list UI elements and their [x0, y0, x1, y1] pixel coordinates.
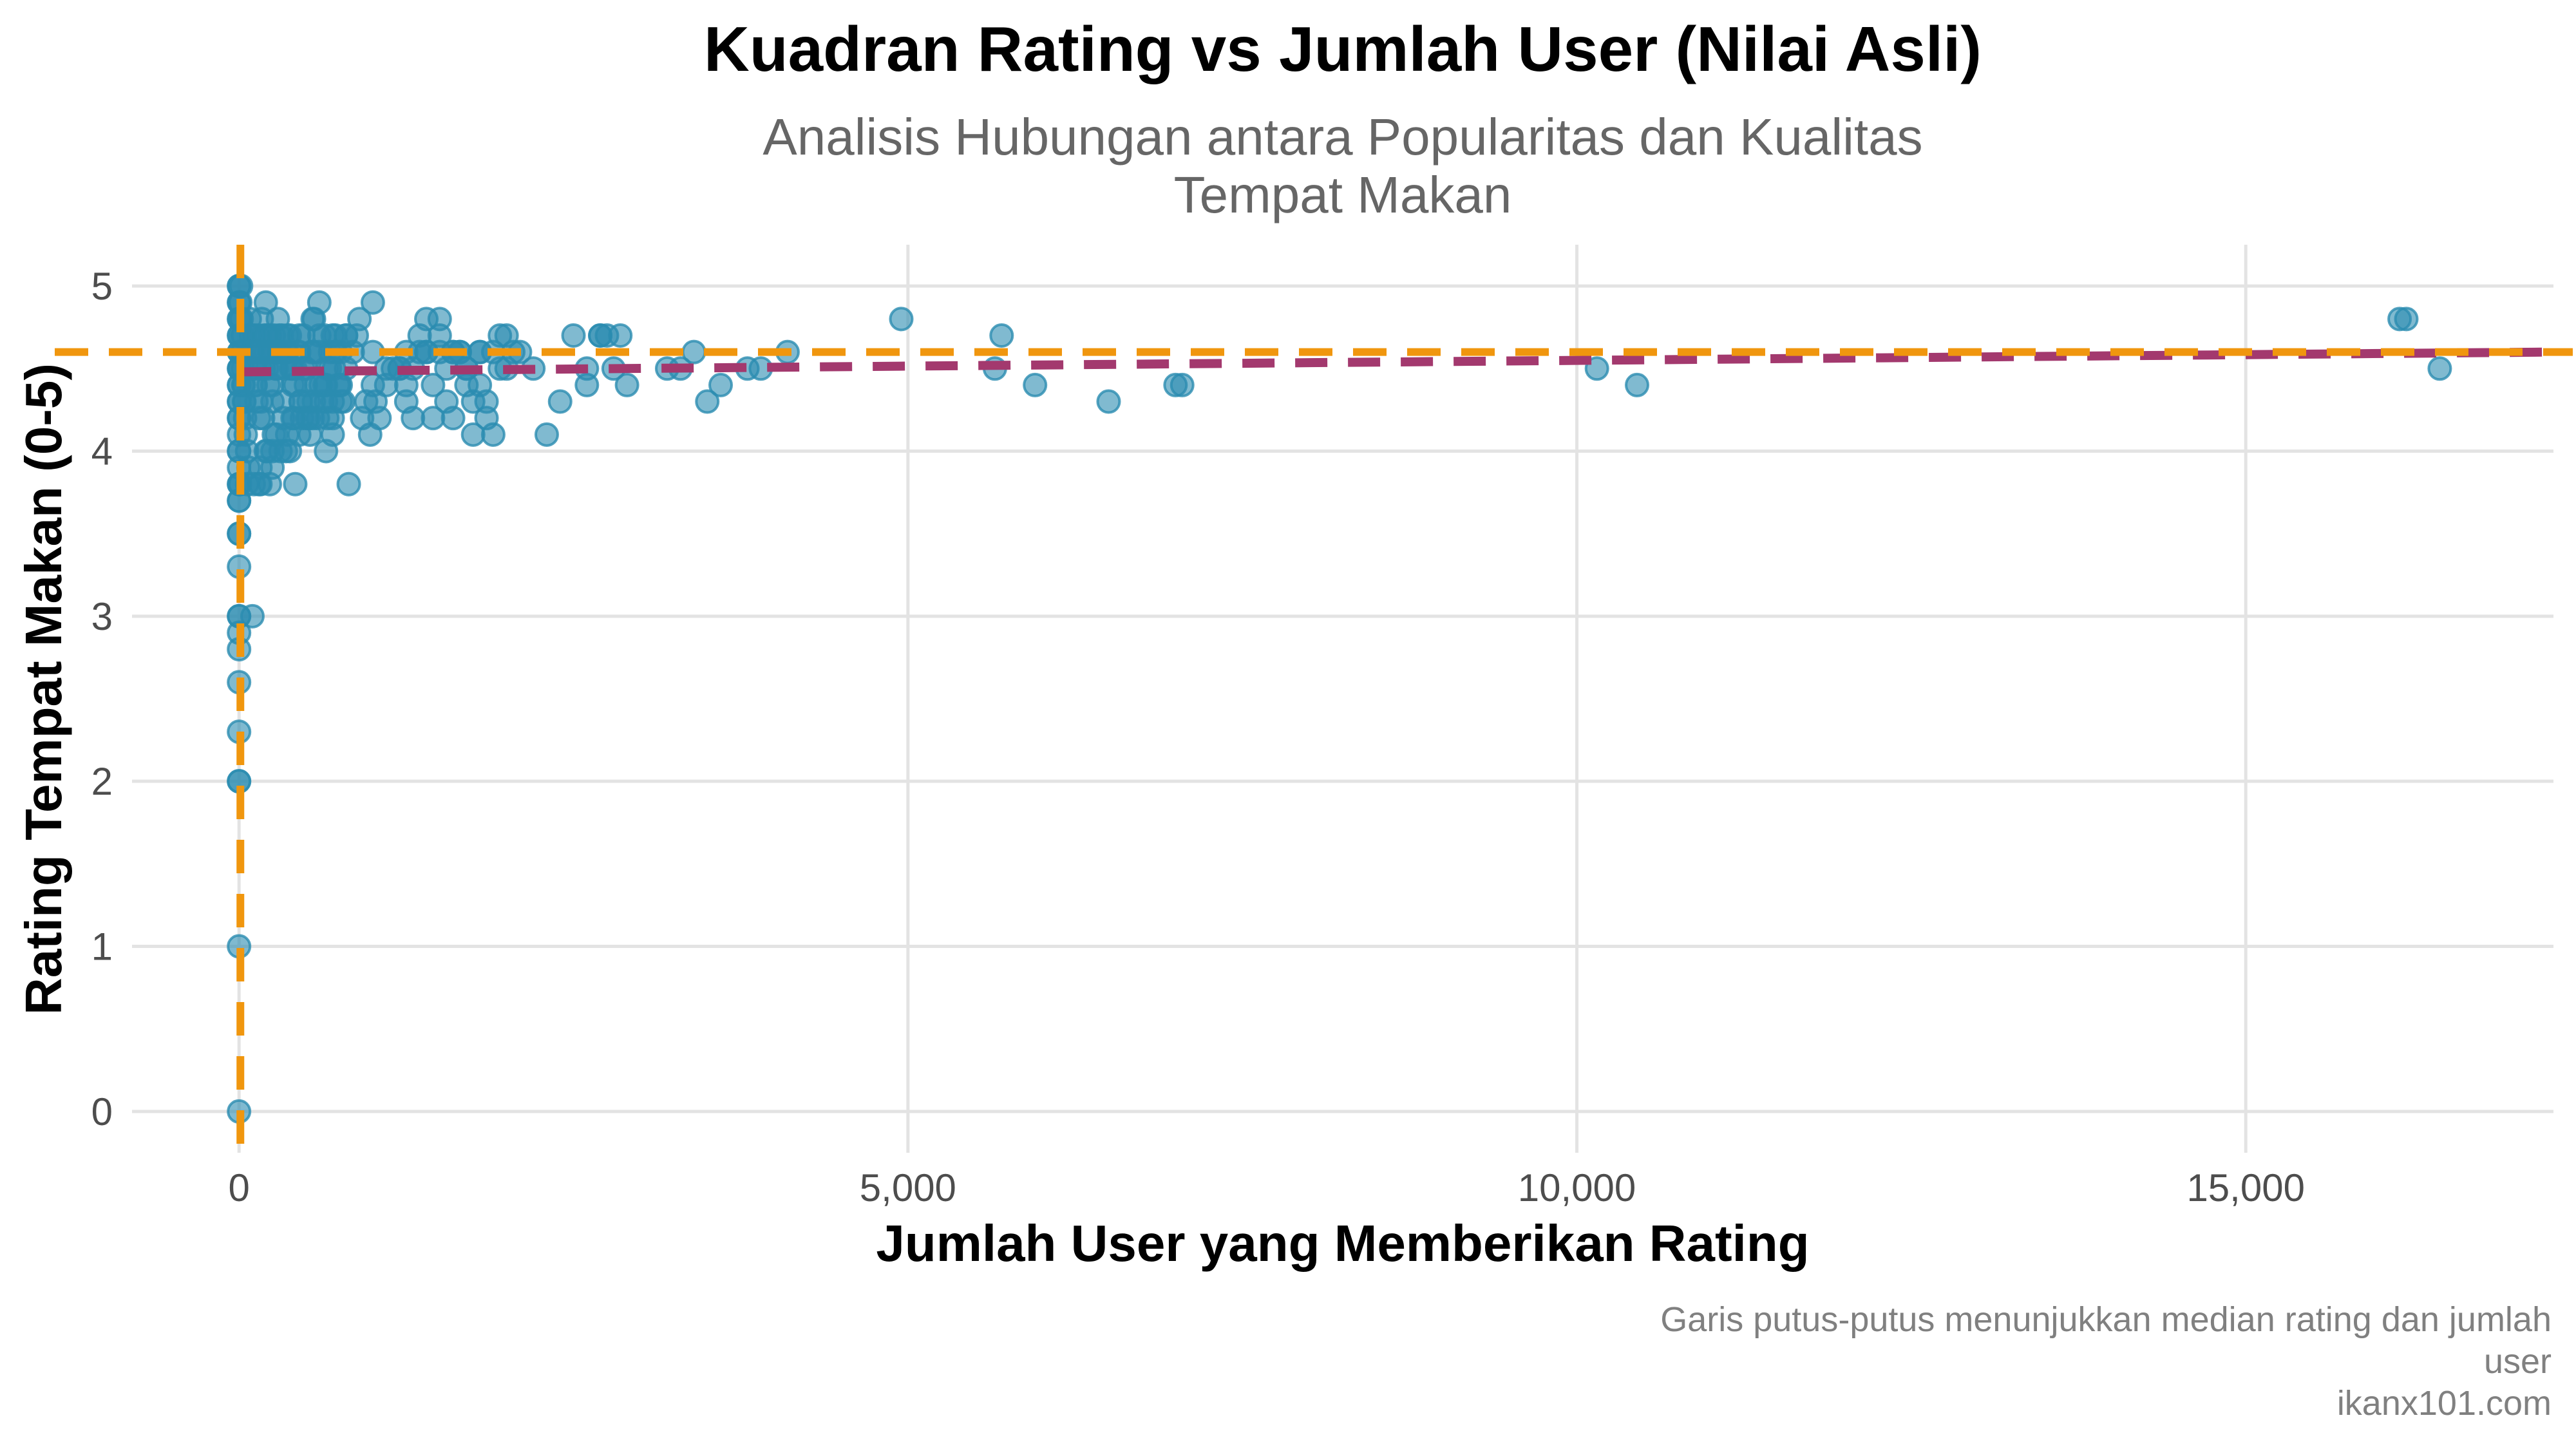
scatter-point [1584, 356, 1609, 381]
scatter-point [468, 372, 493, 397]
scatter-point [889, 307, 914, 332]
scatter-point [460, 422, 486, 447]
scatter-point [360, 372, 385, 397]
scatter-point [534, 422, 559, 447]
scatter-point [1625, 372, 1650, 397]
scatter-point [347, 307, 372, 332]
chart-title: Kuadran Rating vs Jumlah User (Nilai Asl… [704, 14, 1982, 84]
y-tick-label: 1 [91, 925, 113, 969]
caption-line-1: Garis putus-putus menunjukkan median rat… [1660, 1300, 2552, 1339]
scatter-point [414, 307, 439, 332]
scatter-point [708, 372, 734, 397]
scatter-point [360, 290, 385, 315]
scatter-point [1096, 389, 1121, 414]
scatter-point [314, 372, 339, 397]
scatter-point [695, 389, 720, 414]
scatter-point [547, 389, 573, 414]
scatter-point [561, 323, 586, 348]
y-tick-label: 3 [91, 595, 113, 638]
chart-subtitle-line-2: Tempat Makan [1174, 166, 1512, 223]
scatter-point [440, 406, 466, 431]
x-tick-label: 10,000 [1518, 1166, 1636, 1209]
scatter-point [240, 603, 265, 629]
scatter-point [2427, 356, 2452, 381]
scatter-point [614, 372, 639, 397]
scatter-point [336, 471, 361, 497]
y-axis-label: Rating Tempat Makan (0-5) [15, 363, 72, 1015]
scatter-point [2394, 307, 2419, 332]
scatter-point [393, 389, 419, 414]
scatter-point [1170, 372, 1195, 397]
scatter-point [608, 323, 633, 348]
scatter-point [357, 422, 383, 447]
scatter-point [480, 422, 506, 447]
caption-source: ikanx101.com [2337, 1384, 2552, 1423]
caption-line-2: user [2484, 1342, 2552, 1381]
data-points [227, 274, 2452, 1124]
scatter-point [294, 372, 319, 397]
scatter-point [229, 274, 254, 299]
scatter-point [427, 323, 452, 348]
x-axis-label: Jumlah User yang Memberikan Rating [876, 1215, 1809, 1272]
chart-subtitle-line-1: Analisis Hubungan antara Popularitas dan… [762, 108, 1922, 166]
x-tick-label: 5,000 [860, 1166, 956, 1209]
scatter-point [267, 323, 292, 348]
scatter-point [280, 406, 305, 431]
x-tick-label: 15,000 [2186, 1166, 2305, 1209]
reference-lines [55, 245, 2573, 1153]
scatter-point [253, 290, 278, 315]
scatter-point [305, 406, 330, 431]
scatter-point [681, 339, 706, 365]
y-tick-label: 5 [91, 265, 113, 308]
scatter-point [1023, 372, 1048, 397]
scatter-point [247, 406, 272, 431]
scatter-point [257, 471, 282, 497]
gridlines [132, 245, 2553, 1153]
x-tick-label: 0 [229, 1166, 250, 1209]
scatter-point [320, 422, 345, 447]
scatter-point [283, 471, 308, 497]
tick-labels: 0 1 2 3 4 5 0 5,000 10,000 15,000 [91, 265, 2305, 1209]
y-tick-label: 2 [91, 760, 113, 803]
scatter-point [300, 307, 325, 332]
scatter-point [421, 372, 446, 397]
scatter-point [334, 323, 359, 348]
scatter-point [989, 323, 1014, 348]
scatter-point [260, 439, 285, 464]
y-tick-label: 4 [91, 430, 113, 473]
y-tick-label: 0 [91, 1090, 113, 1133]
